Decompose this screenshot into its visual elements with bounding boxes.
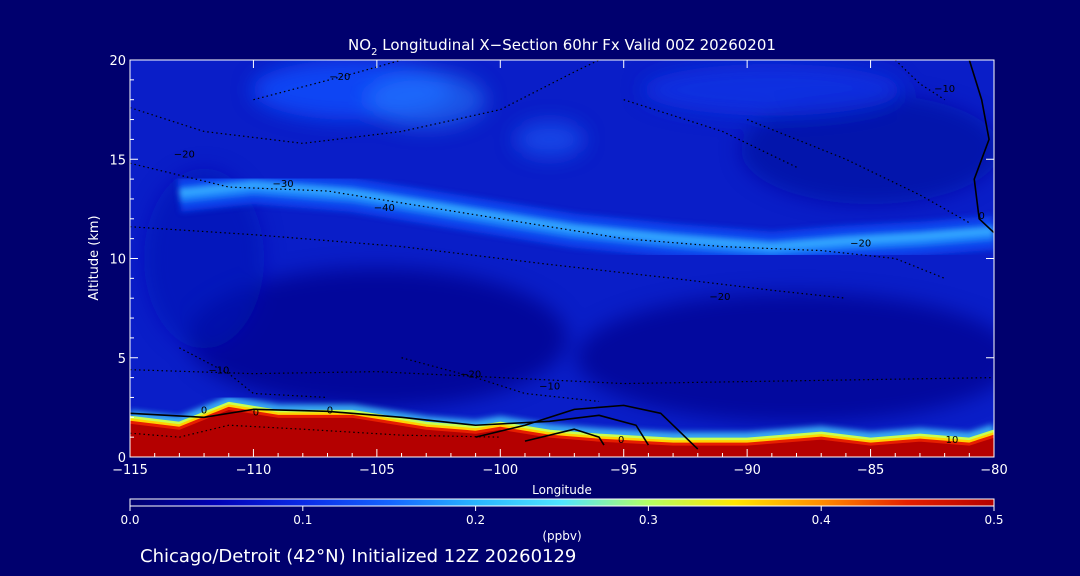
contour-dotted — [746, 118, 970, 224]
concentration-field — [130, 60, 994, 457]
surface-layer — [130, 396, 994, 457]
contour-dotted — [130, 162, 945, 279]
contour-label: 10 — [946, 435, 959, 446]
y-axis-label: Altitude (km) — [87, 215, 102, 300]
x-tick-label: −85 — [857, 463, 884, 478]
y-tick-label: 15 — [109, 153, 126, 168]
contour-label: −20 — [850, 239, 871, 250]
y-tick-label: 5 — [118, 352, 126, 367]
x-tick-label: −115 — [112, 463, 148, 478]
x-tick-label: −90 — [733, 463, 760, 478]
colorbar-tick-label: 0.0 — [120, 513, 139, 527]
colorbar-label: (ppbv) — [542, 529, 581, 543]
contour-label: 0 — [978, 211, 984, 222]
contour-dotted — [179, 347, 328, 399]
x-tick-label: −95 — [610, 463, 637, 478]
contour-dotted — [130, 424, 501, 438]
field-blobs — [144, 60, 994, 423]
x-tick-label: −110 — [236, 463, 272, 478]
temperature-contours: −20 −20 −10 −30 −40 −20 −20 −10 −20 −10 0 0 0 0 10 0 — [130, 60, 994, 450]
field-blob — [576, 292, 994, 423]
contour-solid — [968, 60, 994, 234]
x-tick-label: −100 — [482, 463, 518, 478]
footer-text: Chicago/Detroit (42°N) Initialized 12Z 2… — [140, 546, 576, 567]
field-blob — [740, 94, 994, 205]
contour-label: −20 — [174, 149, 195, 160]
colorbar — [130, 499, 994, 506]
contour-dotted — [623, 99, 797, 168]
contour-label: 0 — [201, 405, 207, 416]
colorbar-frame — [129, 498, 995, 507]
contour-label: −10 — [208, 366, 229, 377]
y-tick-label: 10 — [109, 253, 126, 268]
contour-label: −20 — [329, 72, 350, 83]
plot-area: −20 −20 −10 −30 −40 −20 −20 −10 −20 −10 0 0 0 0 10 0 — [130, 60, 994, 457]
field-blob — [641, 63, 902, 116]
field-blob — [366, 71, 487, 128]
colorbar-ticks: 0.0 0.1 0.2 0.3 0.4 0.5 — [120, 506, 1004, 527]
x-tick-label: −105 — [359, 463, 395, 478]
contour-dotted — [130, 369, 994, 385]
field-blob — [186, 267, 567, 408]
contour-solid — [524, 428, 605, 446]
contour-label: 0 — [253, 407, 259, 418]
x-axis-label: Longitude — [532, 483, 592, 497]
y-tick-label: 20 — [109, 54, 126, 69]
contour-solid — [475, 404, 699, 450]
colorbar-tick-label: 0.5 — [984, 513, 1003, 527]
chart-title: NO2 Longitudinal X−Section 60hr Fx Valid… — [348, 36, 776, 58]
contour-label: −10 — [539, 382, 560, 393]
y-tick-label: 0 — [118, 451, 126, 466]
surface-fringe-yellow — [130, 404, 994, 445]
contour-label: −40 — [374, 203, 395, 214]
contour-label: −20 — [460, 370, 481, 381]
field-blob — [514, 121, 585, 158]
contour-label: −10 — [934, 84, 955, 95]
contour-dotted — [253, 60, 402, 101]
contour-label: 0 — [618, 435, 624, 446]
x-axis: −115 −110 −105 −100 −95 −90 −85 −80 — [112, 60, 1008, 478]
upper-band-core — [179, 182, 994, 250]
contour-label: −20 — [709, 292, 730, 303]
y-axis: 0 5 10 15 20 — [109, 54, 994, 466]
contour-label: −30 — [272, 179, 293, 190]
x-tick-label: −80 — [980, 463, 1007, 478]
surface-edge-red — [130, 406, 994, 446]
colorbar-tick-label: 0.4 — [812, 513, 831, 527]
colorbar-tick-label: 0.1 — [293, 513, 312, 527]
contour-label: 0 — [327, 405, 333, 416]
surface-core — [130, 407, 994, 457]
contour-dotted — [130, 60, 600, 144]
contour-solid — [130, 408, 650, 446]
field-blob — [144, 168, 265, 349]
surface-halo — [130, 396, 994, 443]
colorbar-tick-label: 0.3 — [639, 513, 658, 527]
colorbar-tick-label: 0.2 — [466, 513, 485, 527]
